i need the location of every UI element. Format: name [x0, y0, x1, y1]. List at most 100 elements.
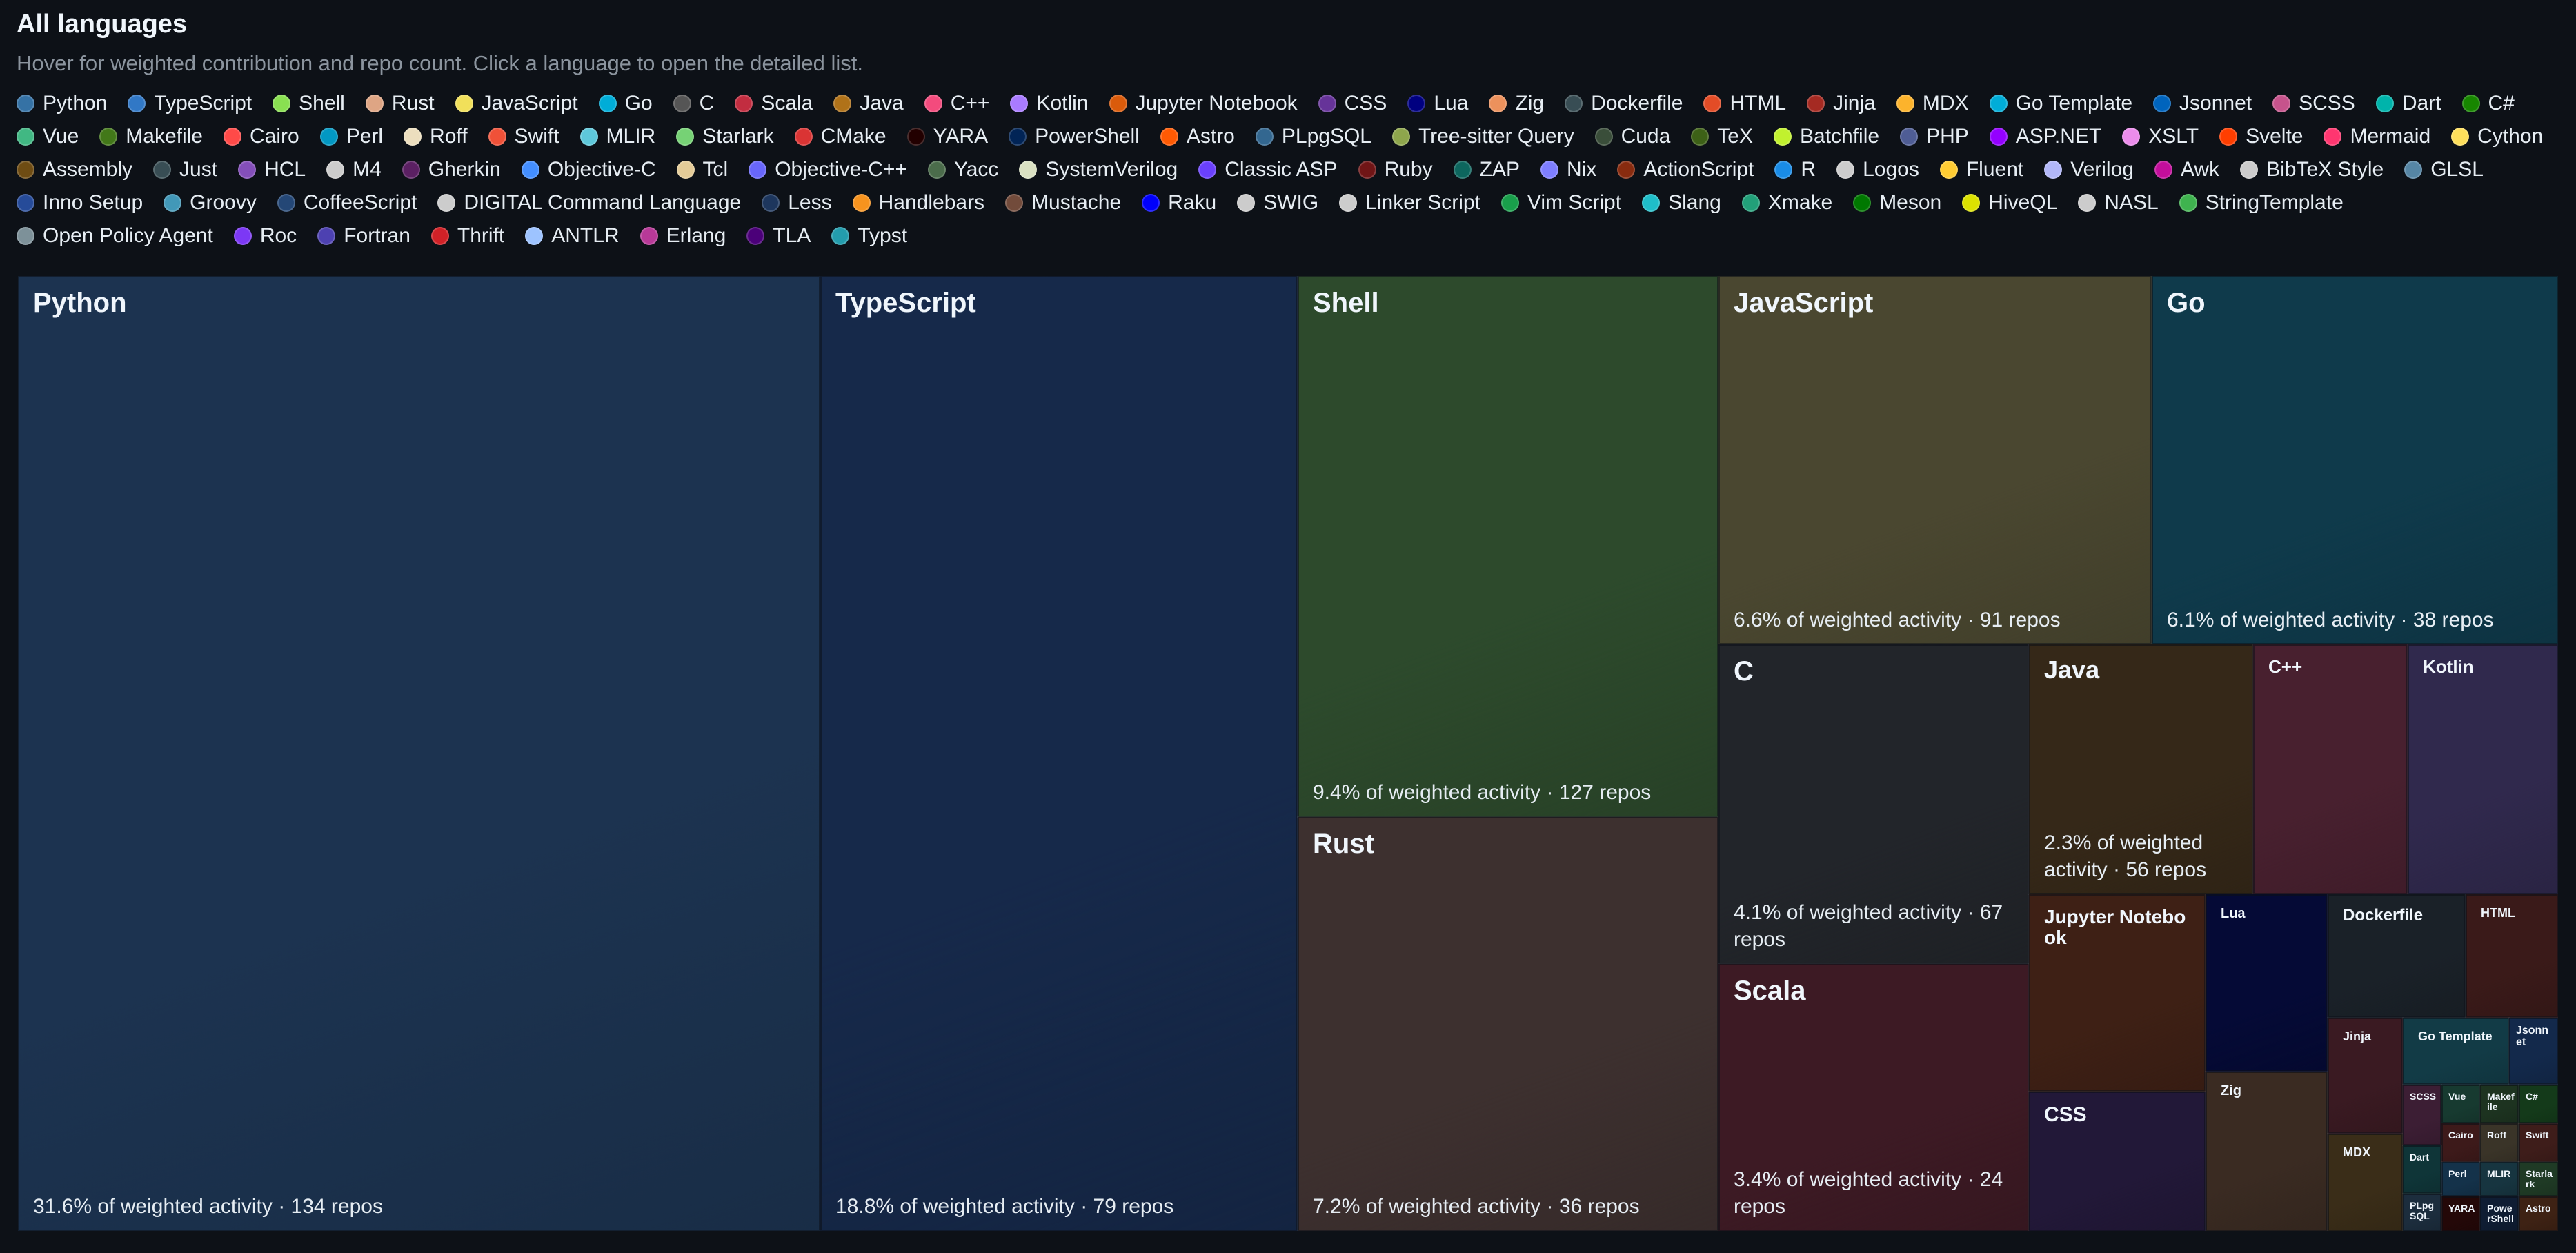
legend-item-thrift[interactable]: Thrift: [430, 226, 504, 246]
legend-item-actionscript[interactable]: ActionScript: [1617, 159, 1754, 180]
legend-item-cplusplus[interactable]: C++: [924, 93, 989, 114]
treemap-tile-dart[interactable]: Dart: [2402, 1145, 2442, 1194]
legend-item-ruby[interactable]: Ruby: [1358, 159, 1433, 180]
legend-item-zap[interactable]: ZAP: [1453, 159, 1520, 180]
treemap-tile-cairo[interactable]: Cairo: [2441, 1123, 2481, 1163]
legend-item-bibtex-style[interactable]: BibTeX Style: [2240, 159, 2384, 180]
legend-item-jupyter-notebook[interactable]: Jupyter Notebook: [1109, 93, 1298, 114]
legend-item-swift[interactable]: Swift: [488, 126, 559, 147]
legend-item-go-template[interactable]: Go Template: [1989, 93, 2132, 114]
legend-item-fluent[interactable]: Fluent: [1939, 159, 2023, 180]
legend-item-perl[interactable]: Perl: [319, 126, 383, 147]
treemap-tile-starlark[interactable]: Starlark: [2518, 1161, 2558, 1197]
legend-item-batchfile[interactable]: Batchfile: [1774, 126, 1879, 147]
legend-item-scala[interactable]: Scala: [735, 93, 813, 114]
legend-item-javascript[interactable]: JavaScript: [455, 93, 578, 114]
treemap-tile-kotlin[interactable]: Kotlin: [2407, 644, 2558, 895]
legend-item-dockerfile[interactable]: Dockerfile: [1565, 93, 1683, 114]
legend-item-swig[interactable]: SWIG: [1237, 193, 1318, 213]
treemap-tile-go[interactable]: Go 6.1% of weighted activity · 38 repos: [2151, 276, 2558, 645]
legend-item-systemverilog[interactable]: SystemVerilog: [1019, 159, 1178, 180]
legend-item-nasl[interactable]: NASL: [2078, 193, 2159, 213]
legend-item-vim-script[interactable]: Vim Script: [1500, 193, 1621, 213]
legend-item-r[interactable]: R: [1774, 159, 1816, 180]
legend-item-verilog[interactable]: Verilog: [2044, 159, 2134, 180]
legend-item-inno-setup[interactable]: Inno Setup: [17, 193, 143, 213]
treemap-tile-zig[interactable]: Zig: [2205, 1071, 2328, 1231]
legend-item-meson[interactable]: Meson: [1853, 193, 1941, 213]
treemap-tile-java[interactable]: Java 2.3% of weighted activity · 56 repos: [2028, 644, 2254, 895]
treemap-tile-javascript[interactable]: JavaScript 6.6% of weighted activity · 91…: [1718, 276, 2152, 645]
legend-item-asp-net[interactable]: ASP.NET: [1989, 126, 2101, 147]
treemap-tile-dockerfile[interactable]: Dockerfile: [2327, 894, 2466, 1018]
legend-item-html[interactable]: HTML: [1703, 93, 1786, 114]
legend-item-zig[interactable]: Zig: [1489, 93, 1544, 114]
legend-item-python[interactable]: Python: [17, 93, 107, 114]
legend-item-hiveql[interactable]: HiveQL: [1962, 193, 2057, 213]
treemap-tile-jupyter-notebook[interactable]: Jupyter Notebook: [2028, 894, 2206, 1092]
treemap-tile-html[interactable]: HTML: [2465, 894, 2558, 1018]
legend-item-glsl[interactable]: GLSL: [2404, 159, 2484, 180]
treemap-tile-rust[interactable]: Rust 7.2% of weighted activity · 36 repos: [1297, 816, 1719, 1231]
legend-item-dart[interactable]: Dart: [2375, 93, 2441, 114]
legend-item-svelte[interactable]: Svelte: [2219, 126, 2303, 147]
legend-item-cython[interactable]: Cython: [2451, 126, 2543, 147]
legend-item-mustache[interactable]: Mustache: [1005, 193, 1121, 213]
legend-item-plpgsql[interactable]: PLpgSQL: [1255, 126, 1371, 147]
legend-item-fortran[interactable]: Fortran: [317, 226, 410, 246]
legend-item-slang[interactable]: Slang: [1642, 193, 1721, 213]
legend-item-typescript[interactable]: TypeScript: [128, 93, 252, 114]
treemap-tile-python[interactable]: Python 31.6% of weighted activity · 134 r…: [18, 276, 821, 1231]
legend-item-nix[interactable]: Nix: [1540, 159, 1596, 180]
legend-item-yacc[interactable]: Yacc: [927, 159, 998, 180]
legend-item-m4[interactable]: M4: [326, 159, 382, 180]
treemap-tile-css[interactable]: CSS: [2028, 1091, 2206, 1231]
legend-item-jinja[interactable]: Jinja: [1807, 93, 1876, 114]
treemap-tile-go-template[interactable]: Go Template: [2402, 1017, 2510, 1085]
legend-item-xslt[interactable]: XSLT: [2122, 126, 2199, 147]
legend-item-assembly[interactable]: Assembly: [17, 159, 132, 180]
legend-item-css[interactable]: CSS: [1318, 93, 1387, 114]
legend-item-jsonnet[interactable]: Jsonnet: [2153, 93, 2252, 114]
treemap-tile-scss[interactable]: SCSS: [2402, 1084, 2442, 1146]
legend-item-cairo[interactable]: Cairo: [223, 126, 299, 147]
legend-item-typst[interactable]: Typst: [831, 226, 907, 246]
legend-item-awk[interactable]: Awk: [2154, 159, 2219, 180]
treemap-tile-swift[interactable]: Swift: [2518, 1123, 2558, 1163]
legend-item-astro[interactable]: Astro: [1160, 126, 1235, 147]
legend-item-digital-command-language[interactable]: DIGITAL Command Language: [437, 193, 741, 213]
legend-item-tla[interactable]: TLA: [746, 226, 811, 246]
legend-item-objective-c[interactable]: Objective-C: [521, 159, 656, 180]
legend-item-stringtemplate[interactable]: StringTemplate: [2179, 193, 2344, 213]
legend-item-c[interactable]: C: [673, 93, 714, 114]
treemap-tile-jsonnet[interactable]: Jsonnet: [2508, 1017, 2558, 1085]
treemap-tile-perl[interactable]: Perl: [2441, 1161, 2481, 1197]
treemap-tile-roff[interactable]: Roff: [2479, 1123, 2519, 1163]
legend-item-linker-script[interactable]: Linker Script: [1339, 193, 1480, 213]
legend-item-kotlin[interactable]: Kotlin: [1010, 93, 1089, 114]
treemap-tile-csharp[interactable]: C#: [2518, 1084, 2558, 1124]
legend-item-erlang[interactable]: Erlang: [640, 226, 726, 246]
legend-item-groovy[interactable]: Groovy: [164, 193, 257, 213]
treemap-tile-plpgsql[interactable]: PLpgSQL: [2402, 1193, 2442, 1231]
legend-item-mlir[interactable]: MLIR: [579, 126, 655, 147]
legend-item-roc[interactable]: Roc: [233, 226, 297, 246]
legend-item-gherkin[interactable]: Gherkin: [402, 159, 501, 180]
treemap-tile-yara[interactable]: YARA: [2441, 1196, 2481, 1231]
legend-item-roff[interactable]: Roff: [404, 126, 468, 147]
legend-item-tree-sitter-query[interactable]: Tree-sitter Query: [1391, 126, 1574, 147]
legend-item-scss[interactable]: SCSS: [2272, 93, 2355, 114]
legend-item-csharp[interactable]: C#: [2461, 93, 2515, 114]
treemap-tile-vue[interactable]: Vue: [2441, 1084, 2481, 1124]
legend-item-cmake[interactable]: CMake: [794, 126, 886, 147]
legend-item-cuda[interactable]: Cuda: [1594, 126, 1670, 147]
treemap-tile-cplusplus[interactable]: C++: [2252, 644, 2408, 895]
legend-item-yara[interactable]: YARA: [906, 126, 988, 147]
legend-item-rust[interactable]: Rust: [365, 93, 435, 114]
legend-item-java[interactable]: Java: [833, 93, 904, 114]
treemap-tile-mlir[interactable]: MLIR: [2479, 1161, 2519, 1197]
legend-item-less[interactable]: Less: [762, 193, 832, 213]
legend-item-classic-asp[interactable]: Classic ASP: [1198, 159, 1338, 180]
legend-item-handlebars[interactable]: Handlebars: [852, 193, 984, 213]
legend-item-antlr[interactable]: ANTLR: [525, 226, 620, 246]
